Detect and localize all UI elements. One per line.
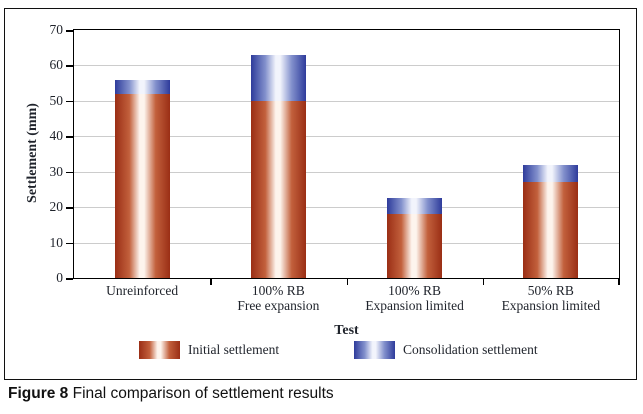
y-axis-tick-40 [66,136,73,138]
y-axis-tick-label-30: 30 [49,163,64,179]
y-axis-tick-60 [66,65,73,67]
y-axis-tick-20 [66,207,73,209]
x-axis-title: Test [334,323,359,338]
y-axis-tick-70 [66,30,73,32]
x-axis-tick-right [618,279,620,285]
y-axis-tick-30 [66,171,73,174]
gridline-30 [74,171,619,173]
legend-swatch-initial-settlement [139,341,180,359]
gridline-50 [74,100,619,102]
bar-consolidation-settlement-1 [114,79,170,94]
category-label-line: 100% RB [251,283,305,298]
category-label-line: Free expansion [237,298,320,313]
y-axis-tick-label-40: 40 [49,128,64,144]
figure-caption-number: Figure 8 [8,385,69,402]
category-label-line: Expansion limited [501,298,601,313]
y-axis-tick-label-70: 70 [49,22,64,37]
category-label-line: 50% RB [527,283,574,298]
bar-consolidation-settlement-4 [523,164,579,183]
y-axis-tick-0 [66,278,73,280]
bar-initial-settlement-4 [523,182,579,278]
y-axis-tick-label-20: 20 [49,199,64,215]
bar-consolidation-settlement-3 [387,198,443,215]
category-label-line: 100% RB [388,283,442,298]
y-axis-tick-50 [66,100,73,103]
y-axis-tick-label-50: 50 [49,92,64,108]
x-axis-category-label-2: 100% RB Free expansion [210,283,346,313]
category-label-line: Expansion limited [365,298,464,313]
legend-label-consolidation-settlement: Consolidation settlement [403,342,538,357]
legend-item-initial: Initial settlement [139,341,279,359]
bar-initial-settlement-1 [114,93,170,278]
legend-swatch-consolidation-settlement [354,341,395,359]
x-axis-category-label-1: Unreinforced [74,283,210,298]
y-axis-tick-label-0: 0 [56,270,63,285]
bar-consolidation-settlement-2 [250,54,306,101]
figure-caption: Figure 8 Final comparison of settlement … [8,385,334,403]
legend-item-consolidation: Consolidation settlement [354,341,538,359]
gridline-10 [74,242,619,244]
category-label-line: Unreinforced [106,283,179,298]
figure-caption-text: Final comparison of settlement results [72,385,334,402]
bar-initial-settlement-3 [387,214,443,278]
x-axis-tick-2 [346,279,348,285]
y-axis-tick-label-60: 60 [49,57,64,73]
x-axis-category-label-4: 50% RB Expansion limited [483,283,619,313]
plot-area [73,29,620,279]
y-axis-title: Settlement (mm) [25,103,40,203]
x-axis-category-label-3: 100% RB Expansion limited [347,283,483,313]
gridline-20 [74,207,619,209]
bar-initial-settlement-2 [250,100,306,278]
gridline-60 [74,65,619,67]
legend-label-initial-settlement: Initial settlement [188,342,280,357]
gridline-40 [74,136,619,138]
figure-panel: Settlement (mm) Test Initial settlement … [4,8,637,380]
y-axis-tick-10 [66,242,73,245]
y-axis-tick-label-10: 10 [49,234,64,250]
x-axis-tick-3 [482,279,485,285]
x-axis-tick-1 [210,279,212,285]
